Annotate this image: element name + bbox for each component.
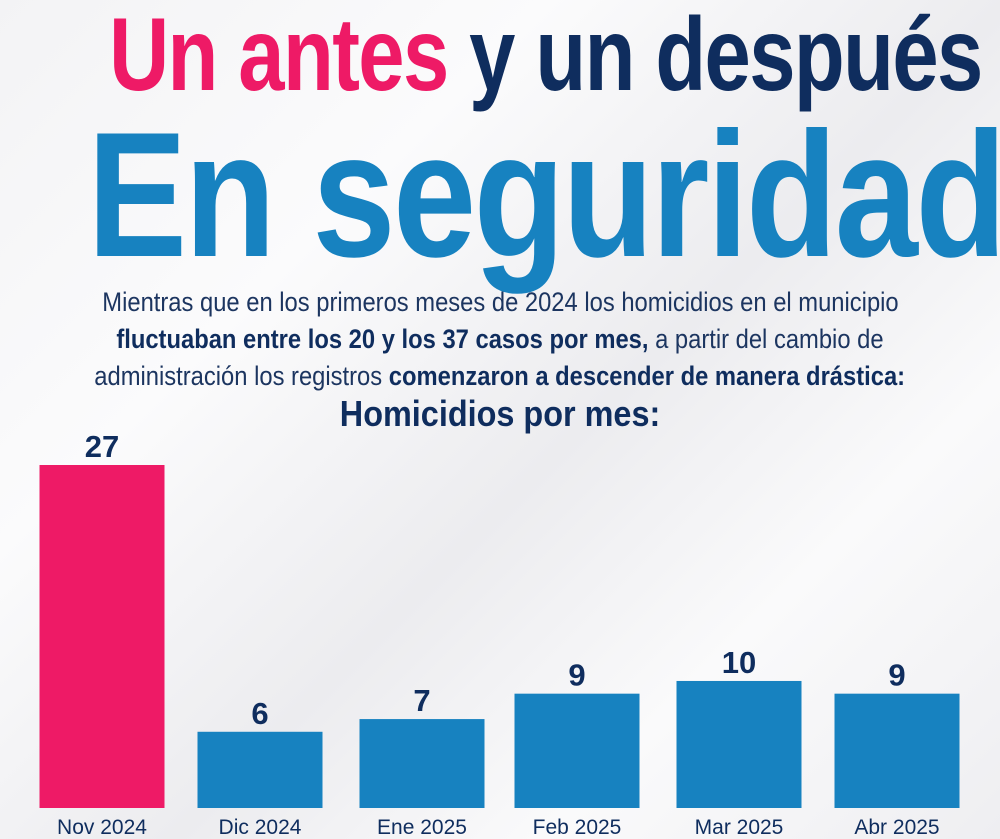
headline-line-2: En seguridad: [0, 92, 1000, 297]
data-label: 7: [413, 683, 430, 718]
headline-line-2-text: En seguridad: [87, 95, 1000, 294]
intro-rest-2: a partir del cambio de: [648, 324, 884, 354]
bar-dic-2024: [197, 731, 323, 808]
bar-ene-2025: [359, 719, 485, 808]
intro-line-1: Mientras que en los primeros meses de 20…: [0, 287, 1000, 318]
bar-abr-2025: [834, 693, 960, 808]
intro-bold-3: comenzaron a descender de manera drástic…: [389, 361, 906, 391]
bar-chart: 27 Nov 2024 6 Dic 2024 7 Ene 2025 9 Feb 2025 10 M…: [39, 429, 960, 839]
category-label: Nov 2024: [57, 816, 147, 839]
category-label: Ene 2025: [377, 816, 467, 839]
chart-title: Homicidios por mes:: [0, 393, 1000, 435]
bar-feb-2025: [514, 693, 640, 808]
data-label: 10: [722, 645, 756, 680]
intro-line-3: administración los registros comenzaron …: [0, 361, 1000, 392]
bar-mar-2025: [676, 680, 802, 808]
headline-part-1: Un antes: [109, 0, 449, 113]
data-label: 9: [888, 658, 905, 693]
intro-line-2: fluctuaban entre los 20 y los 37 casos p…: [0, 324, 1000, 355]
intro-line-1-text: Mientras que en los primeros meses de 20…: [101, 287, 899, 317]
intro-start-3: administración los registros: [94, 361, 390, 391]
category-label: Abr 2025: [854, 816, 939, 839]
bar-nov-2024: [39, 465, 165, 808]
category-label: Feb 2025: [533, 816, 622, 839]
intro-bold-1: fluctuaban entre los 20 y los 37 casos p…: [116, 324, 649, 354]
data-label: 9: [568, 658, 585, 693]
headline-part-2: y un después: [469, 0, 983, 113]
headline-line-1: Un antes y un después: [0, 0, 1000, 115]
category-label: Dic 2024: [219, 816, 302, 839]
category-label: Mar 2025: [695, 816, 784, 839]
data-label: 6: [251, 696, 268, 731]
chart-title-text: Homicidios por mes:: [339, 393, 661, 434]
data-label: 27: [85, 429, 119, 464]
